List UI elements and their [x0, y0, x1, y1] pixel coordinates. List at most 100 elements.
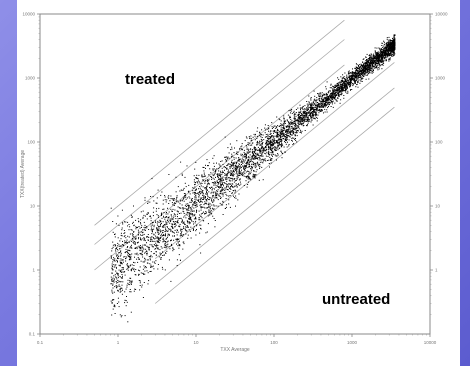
data-point — [305, 114, 307, 116]
data-point — [300, 131, 301, 133]
data-point — [347, 90, 349, 92]
data-point — [371, 72, 373, 74]
data-point — [194, 204, 196, 206]
data-point — [127, 265, 128, 267]
data-point — [259, 151, 261, 153]
data-point — [285, 137, 287, 138]
data-point — [299, 119, 301, 121]
data-point — [190, 219, 192, 221]
data-point — [352, 68, 353, 70]
data-point — [187, 203, 189, 205]
data-point — [334, 93, 336, 94]
data-point — [385, 49, 387, 51]
data-point — [331, 93, 333, 95]
data-point — [164, 234, 166, 236]
data-point — [241, 173, 243, 175]
data-point — [393, 47, 395, 49]
data-point — [176, 265, 178, 266]
data-point — [240, 148, 242, 150]
data-point — [175, 176, 177, 178]
data-point — [299, 117, 301, 119]
data-point — [299, 123, 301, 125]
data-point — [215, 194, 217, 196]
data-point — [287, 129, 289, 131]
data-point — [118, 284, 120, 286]
data-point — [190, 216, 192, 218]
data-point — [155, 237, 157, 239]
data-point — [394, 34, 396, 36]
data-point — [321, 106, 323, 108]
data-point — [198, 217, 200, 219]
data-point — [363, 65, 365, 67]
data-point — [235, 166, 237, 167]
data-point — [285, 125, 287, 127]
data-point — [216, 168, 218, 170]
data-point — [259, 167, 261, 169]
data-point — [359, 79, 361, 81]
data-point — [235, 162, 237, 164]
data-point — [238, 158, 240, 160]
data-point — [352, 72, 354, 74]
data-point — [213, 168, 215, 170]
data-point — [354, 68, 356, 69]
data-point — [251, 163, 253, 165]
data-point — [196, 229, 197, 230]
data-point — [330, 94, 332, 96]
data-point — [255, 165, 257, 167]
data-point — [184, 226, 186, 228]
data-point — [369, 62, 371, 64]
data-point — [234, 178, 236, 179]
data-point — [214, 172, 216, 174]
data-point — [367, 61, 369, 63]
data-point — [129, 281, 131, 283]
data-point — [288, 124, 290, 126]
data-point — [294, 135, 296, 137]
data-point — [381, 49, 383, 50]
data-point — [283, 146, 285, 148]
data-point — [206, 190, 207, 192]
data-point — [233, 163, 235, 165]
data-point — [115, 250, 116, 252]
data-point — [293, 110, 295, 112]
data-point — [294, 120, 296, 122]
data-point — [144, 270, 146, 272]
data-point — [264, 159, 266, 161]
data-point — [198, 200, 200, 202]
data-point — [291, 134, 293, 136]
data-point — [224, 166, 226, 168]
data-point — [124, 221, 125, 223]
data-point — [392, 43, 394, 45]
data-point — [218, 178, 220, 180]
data-point — [159, 238, 161, 239]
data-point — [177, 231, 179, 233]
data-point — [190, 207, 191, 209]
data-point — [188, 184, 190, 186]
data-point — [236, 166, 238, 168]
data-point — [111, 263, 113, 265]
data-point — [217, 199, 219, 201]
data-point — [315, 116, 317, 118]
data-point — [376, 66, 378, 68]
data-point — [207, 165, 208, 167]
data-point — [198, 210, 200, 212]
data-point — [157, 229, 159, 231]
data-point — [200, 183, 202, 185]
data-point — [163, 246, 165, 248]
data-point — [117, 260, 118, 262]
data-point — [153, 253, 155, 255]
data-point — [270, 140, 272, 142]
data-point — [365, 72, 367, 74]
data-point — [287, 130, 289, 132]
data-point — [351, 75, 353, 77]
data-point — [222, 171, 224, 173]
data-point — [133, 269, 135, 271]
data-point — [259, 131, 261, 133]
data-point — [135, 238, 137, 240]
data-point — [121, 259, 123, 261]
data-point — [203, 220, 205, 222]
data-point — [368, 55, 370, 57]
data-point — [164, 243, 166, 245]
data-point — [214, 182, 216, 184]
data-point — [265, 136, 267, 138]
data-point — [337, 87, 339, 89]
